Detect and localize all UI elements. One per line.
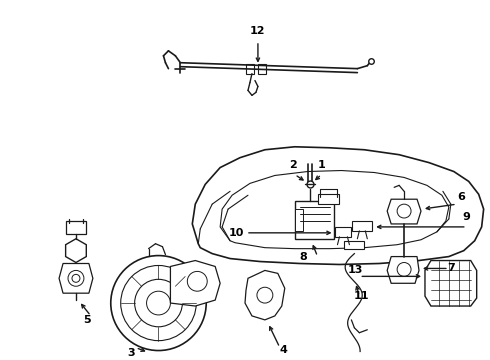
Polygon shape — [387, 257, 419, 283]
Text: 5: 5 — [83, 315, 91, 325]
Circle shape — [147, 291, 171, 315]
Text: 4: 4 — [280, 345, 288, 355]
Polygon shape — [171, 261, 220, 306]
Polygon shape — [192, 147, 484, 265]
Circle shape — [68, 270, 84, 286]
Polygon shape — [387, 199, 421, 224]
Text: 3: 3 — [127, 347, 134, 357]
Text: 10: 10 — [228, 228, 244, 238]
Polygon shape — [336, 227, 351, 237]
Text: 13: 13 — [348, 265, 363, 275]
FancyBboxPatch shape — [246, 64, 254, 73]
Polygon shape — [294, 209, 303, 231]
Text: 7: 7 — [447, 264, 455, 274]
Polygon shape — [318, 194, 340, 204]
Text: 1: 1 — [318, 159, 325, 170]
Circle shape — [187, 271, 207, 291]
Polygon shape — [425, 261, 477, 306]
Polygon shape — [352, 221, 372, 231]
Circle shape — [257, 287, 273, 303]
Polygon shape — [66, 221, 86, 234]
Polygon shape — [344, 241, 365, 249]
Text: 12: 12 — [250, 26, 266, 36]
Circle shape — [111, 256, 206, 351]
Text: 2: 2 — [289, 159, 296, 170]
Polygon shape — [294, 201, 335, 239]
Text: 11: 11 — [354, 291, 369, 301]
FancyBboxPatch shape — [258, 64, 266, 73]
Text: 6: 6 — [457, 192, 465, 202]
Circle shape — [135, 279, 182, 327]
Circle shape — [397, 262, 411, 276]
Polygon shape — [66, 239, 86, 262]
Text: 8: 8 — [300, 252, 308, 262]
Circle shape — [121, 265, 196, 341]
Text: 9: 9 — [463, 212, 471, 222]
Polygon shape — [245, 270, 285, 320]
Circle shape — [397, 204, 411, 218]
Circle shape — [72, 274, 80, 282]
Polygon shape — [59, 264, 93, 293]
